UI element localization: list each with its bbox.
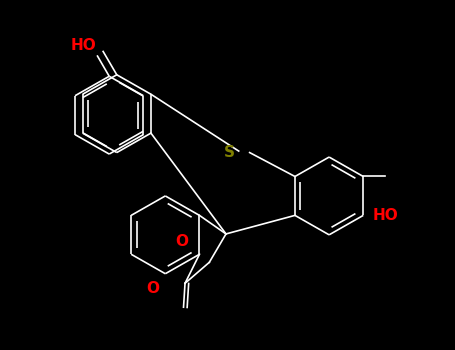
Text: HO: HO <box>373 208 399 223</box>
Text: S: S <box>224 145 235 160</box>
Text: O: O <box>176 234 188 249</box>
Text: O: O <box>146 281 159 296</box>
Text: HO: HO <box>71 38 96 53</box>
